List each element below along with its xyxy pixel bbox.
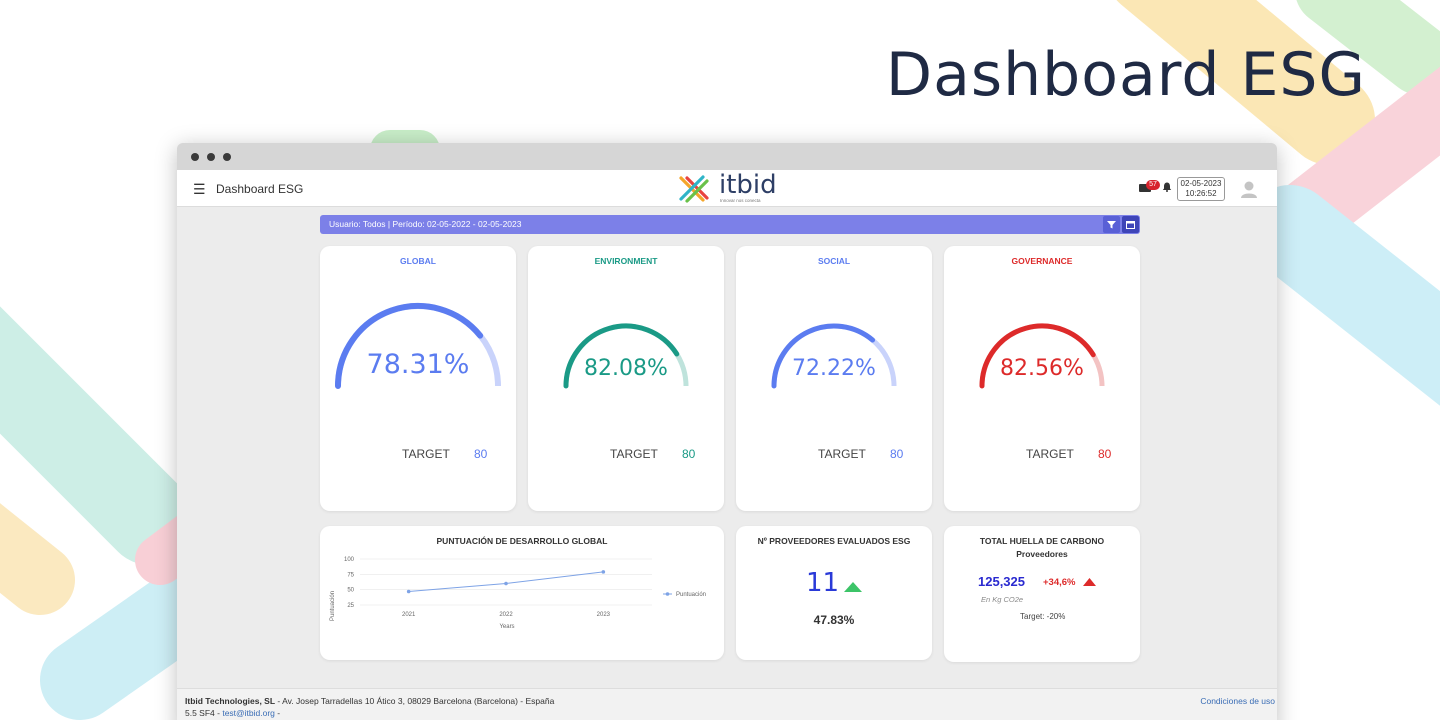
- data-point: [504, 581, 508, 586]
- legend-label: Puntuación: [676, 592, 706, 598]
- app-header: ☰ Dashboard ESG itbid Innovar nos conect…: [177, 170, 1277, 207]
- target-value: 80: [474, 447, 488, 461]
- data-point: [601, 570, 606, 574]
- suppliers-count: 11: [806, 568, 840, 598]
- filter-bar[interactable]: Usuario: Todos | Período: 02-05-2022 - 0…: [320, 215, 1140, 234]
- gauge-arc: [979, 323, 1096, 389]
- footer-email-link[interactable]: test@itbid.org: [222, 708, 275, 718]
- legend-marker-icon: [665, 592, 670, 596]
- carbon-card: TOTAL HUELLA DE CARBONO Proveedores 125,…: [944, 526, 1140, 662]
- suppliers-percent: 47.83%: [813, 613, 855, 627]
- kpi-value: 78.31%: [366, 349, 470, 380]
- window-dot-icon: [223, 153, 231, 161]
- footer-version: 5.5 SF4 -: [185, 708, 223, 718]
- kpi-card-social: SOCIAL 72.22% TARGET 80: [736, 246, 932, 511]
- target-value: 80: [682, 447, 696, 461]
- kpi-title: ENVIRONMENT: [594, 256, 658, 266]
- logo-tagline: Innovar nos conecta: [720, 198, 761, 203]
- kpi-title: GLOBAL: [400, 256, 436, 266]
- suppliers-title: Nº PROVEEDORES EVALUADOS ESG: [757, 536, 911, 546]
- trend-up-icon: [1083, 578, 1096, 586]
- trend-up-icon: [844, 582, 862, 592]
- chart-title: PUNTUACIÓN DE DESARROLLO GLOBAL: [436, 536, 608, 546]
- data-point: [406, 589, 411, 594]
- series-line: [408, 571, 604, 593]
- carbon-value: 125,325: [978, 574, 1025, 589]
- avatar-icon[interactable]: [1239, 179, 1259, 199]
- carbon-unit: En Kg CO2e: [981, 595, 1024, 604]
- y-tick-label: 25: [347, 603, 354, 609]
- x-tick-label: 2022: [499, 612, 513, 618]
- filter-button[interactable]: [1103, 216, 1120, 233]
- target-label: TARGET: [610, 447, 658, 461]
- gauge-arc: [563, 323, 680, 389]
- page-title: Dashboard ESG: [216, 182, 304, 196]
- carbon-title: TOTAL HUELLA DE CARBONO: [979, 536, 1105, 546]
- itbid-logo-icon[interactable]: [677, 172, 787, 206]
- kpi-title: SOCIAL: [817, 256, 851, 266]
- terms-link[interactable]: Condiciones de uso: [1200, 696, 1275, 706]
- target-value: 80: [1098, 447, 1112, 461]
- target-label: TARGET: [402, 447, 450, 461]
- gauge-arc: [335, 303, 484, 389]
- target-label: TARGET: [1026, 447, 1074, 461]
- kpi-value: 82.56%: [1000, 356, 1084, 381]
- gauge-environment: [563, 323, 689, 389]
- y-tick-label: 100: [344, 557, 355, 563]
- target-label: TARGET: [818, 447, 866, 461]
- gauge-social: [771, 323, 897, 389]
- y-tick-label: 75: [347, 572, 354, 578]
- carbon-target: Target: -20%: [1020, 612, 1066, 621]
- footer-version-line: 5.5 SF4 - test@itbid.org -: [185, 708, 280, 718]
- target-value: 80: [890, 447, 904, 461]
- footer-email-suffix: -: [274, 708, 281, 718]
- window-chrome: [177, 143, 1277, 170]
- y-axis-label: Puntuación: [330, 591, 336, 621]
- carbon-change: +34,6%: [1043, 577, 1076, 588]
- gauge-arc: [771, 323, 876, 389]
- footer-company: Itbid Technologies, SL: [185, 696, 276, 706]
- footer-company-line: Itbid Technologies, SL - Av. Josep Tarra…: [185, 696, 554, 706]
- time-text: 10:26:52: [1185, 189, 1217, 198]
- calendar-icon: [1126, 221, 1135, 229]
- logo-text: itbid: [719, 170, 777, 200]
- kpi-value: 82.08%: [584, 356, 668, 381]
- window-dot-icon: [207, 153, 215, 161]
- x-tick-label: 2021: [402, 612, 416, 618]
- kpi-card-environment: ENVIRONMENT 82.08% TARGET 80: [528, 246, 724, 511]
- mail-icon[interactable]: [1139, 184, 1151, 192]
- gauge-governance: [979, 323, 1105, 389]
- chart-card: PUNTUACIÓN DE DESARROLLO GLOBAL Puntuaci…: [320, 526, 724, 660]
- date-text: 02-05-2023: [1180, 179, 1222, 188]
- kpi-card-global: GLOBAL 78.31% TARGET 80: [320, 246, 516, 511]
- kpi-card-governance: GOVERNANCE 82.56% TARGET 80: [944, 246, 1140, 511]
- line-chart: Puntuación Years 25 50 75 100 2021 2022 2023 P…: [330, 557, 706, 630]
- window-dot-icon: [191, 153, 199, 161]
- bell-icon[interactable]: [1162, 182, 1172, 192]
- carbon-subtitle: Proveedores: [1016, 549, 1068, 559]
- x-axis-label: Years: [499, 624, 514, 630]
- y-tick-label: 50: [347, 588, 354, 594]
- footer-address: - Av. Josep Tarradellas 10 Ático 3, 0802…: [275, 696, 555, 706]
- footer: Itbid Technologies, SL - Av. Josep Tarra…: [177, 688, 1277, 720]
- kpi-value: 72.22%: [792, 356, 876, 381]
- filter-text: Usuario: Todos | Período: 02-05-2022 - 0…: [329, 219, 522, 229]
- suppliers-card: Nº PROVEEDORES EVALUADOS ESG 11 47.83%: [736, 526, 932, 660]
- hamburger-icon[interactable]: ☰: [193, 181, 206, 197]
- calendar-button[interactable]: [1122, 216, 1139, 233]
- filter-icon: [1107, 221, 1116, 229]
- datetime-display: 02-05-2023 10:26:52: [1177, 177, 1225, 201]
- x-tick-label: 2023: [597, 612, 611, 618]
- browser-window: ☰ Dashboard ESG itbid Innovar nos conect…: [177, 143, 1277, 720]
- gauge-global: [335, 303, 501, 389]
- hero-title: Dashboard ESG: [885, 40, 1366, 110]
- kpi-title: GOVERNANCE: [1011, 256, 1073, 266]
- notification-badge[interactable]: 57: [1146, 180, 1160, 190]
